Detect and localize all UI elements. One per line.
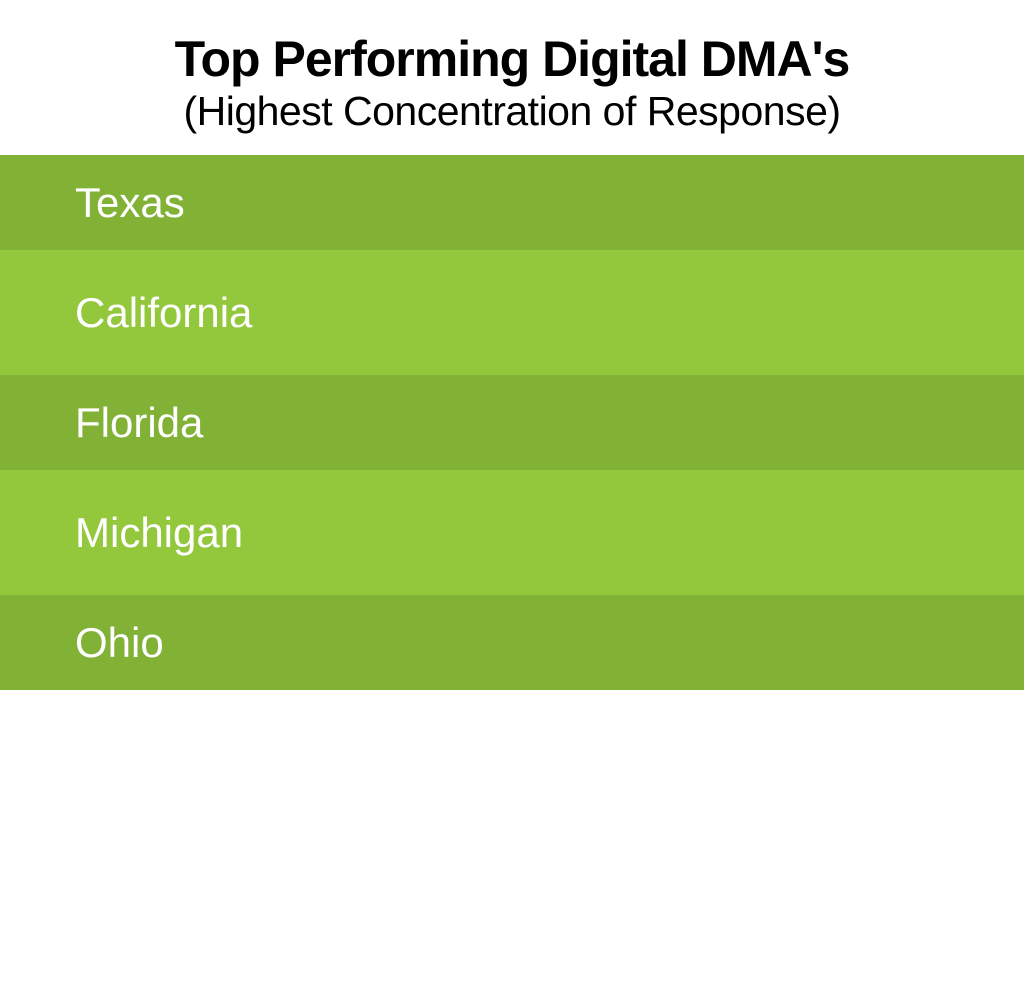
dma-table: Texas California Florida Michigan Ohio [0,155,1024,996]
table-row: Michigan [0,470,1024,595]
table-row: Texas [0,155,1024,250]
dma-label: California [75,289,252,337]
table-row: California [0,250,1024,375]
page-title: Top Performing Digital DMA's [20,30,1004,88]
page-subtitle: (Highest Concentration of Response) [20,88,1004,135]
dma-label: Michigan [75,509,243,557]
dma-label: Florida [75,399,203,447]
dma-label: Ohio [75,619,164,667]
dma-label: Texas [75,179,185,227]
table-row: Florida [0,375,1024,470]
table-row: Ohio [0,595,1024,690]
header: Top Performing Digital DMA's (Highest Co… [0,0,1024,155]
